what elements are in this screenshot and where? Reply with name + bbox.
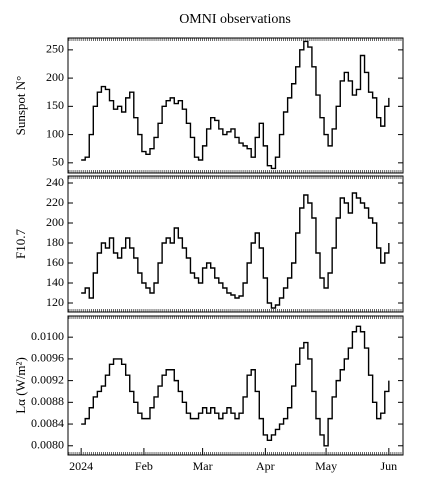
y-tick-label: 0.0080 (31, 438, 64, 452)
plot-frame (67, 175, 404, 313)
y-axis-label: Lα (W/m²) (13, 357, 28, 414)
x-tick-label: May (315, 459, 337, 473)
y-tick-label: 0.0092 (31, 372, 64, 386)
chart-title: OMNI observations (179, 12, 291, 27)
y-tick-label: 200 (46, 215, 64, 229)
data-line (81, 192, 390, 309)
plot-frame (67, 315, 404, 456)
data-line (81, 40, 390, 170)
y-axis-label: F10.7 (13, 229, 28, 259)
y-tick-label: 0.0100 (31, 329, 64, 343)
y-tick-label: 0.0096 (31, 351, 64, 365)
y-tick-label: 240 (46, 175, 64, 189)
x-tick-label: 2024 (69, 459, 93, 473)
data-line (81, 325, 390, 447)
plot-frame (67, 37, 404, 174)
y-tick-label: 250 (46, 42, 64, 56)
y-tick-label: 180 (46, 235, 64, 249)
y-tick-label: 0.0084 (31, 416, 64, 430)
y-tick-label: 140 (46, 275, 64, 289)
y-tick-label: 150 (46, 98, 64, 112)
x-tick-label: Feb (135, 459, 153, 473)
y-tick-label: 220 (46, 195, 64, 209)
y-tick-label: 120 (46, 295, 64, 309)
y-tick-label: 100 (46, 126, 64, 140)
x-tick-label: Jun (380, 459, 397, 473)
y-tick-label: 0.0088 (31, 394, 64, 408)
y-axis-label: Sunspot N° (13, 76, 28, 136)
x-tick-label: Mar (193, 459, 213, 473)
y-tick-label: 160 (46, 255, 64, 269)
y-tick-label: 50 (52, 155, 64, 169)
x-tick-label: Apr (256, 459, 275, 473)
y-tick-label: 200 (46, 70, 64, 84)
